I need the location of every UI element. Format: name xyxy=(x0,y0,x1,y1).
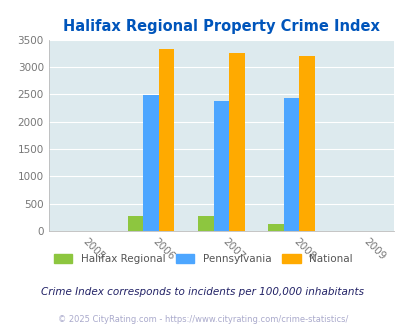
Text: Crime Index corresponds to incidents per 100,000 inhabitants: Crime Index corresponds to incidents per… xyxy=(41,287,364,297)
Bar xyxy=(228,53,244,231)
Bar xyxy=(158,49,174,231)
Text: © 2025 CityRating.com - https://www.cityrating.com/crime-statistics/: © 2025 CityRating.com - https://www.city… xyxy=(58,315,347,324)
Title: Halifax Regional Property Crime Index: Halifax Regional Property Crime Index xyxy=(63,19,379,34)
Bar xyxy=(268,224,283,231)
Bar xyxy=(213,101,228,231)
Bar xyxy=(198,216,213,231)
Bar xyxy=(283,98,299,231)
Bar xyxy=(143,95,158,231)
Legend: Halifax Regional, Pennsylvania, National: Halifax Regional, Pennsylvania, National xyxy=(50,250,355,267)
Bar xyxy=(127,216,143,231)
Bar xyxy=(299,56,314,231)
